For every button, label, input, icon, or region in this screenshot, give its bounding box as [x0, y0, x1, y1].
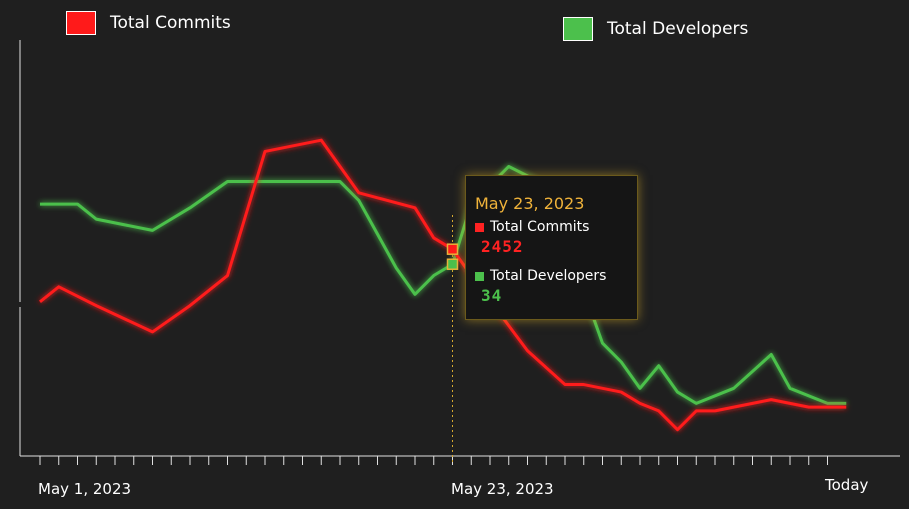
hover-markers — [446, 243, 459, 270]
legend-label-commits: Total Commits — [110, 13, 231, 33]
series-line-total-developers — [40, 164, 847, 405]
legend-swatch-commits — [66, 11, 96, 35]
series-line-total-commits — [39, 138, 847, 432]
legend-item-total-developers[interactable]: Total Developers — [563, 17, 748, 41]
legend-label-developers: Total Developers — [607, 19, 749, 39]
hover-marker-total-commits — [446, 243, 459, 255]
legend-swatch-developers — [563, 17, 593, 41]
tooltip-row-developers: Total Developers — [475, 268, 637, 284]
legend-item-total-commits[interactable]: Total Commits — [66, 11, 231, 35]
tooltip-label-commits: Total Commits — [490, 219, 590, 235]
x-tick-label: May 23, 2023 — [451, 480, 554, 498]
x-axis-ticks — [39, 456, 828, 465]
tooltip-value-developers: 34 — [481, 286, 503, 305]
series-layer — [39, 138, 847, 432]
hover-tooltip: May 23, 2023 Total Commits 2452 Total De… — [465, 175, 638, 320]
tooltip-swatch-developers — [475, 271, 484, 281]
hover-marker-total-developers — [446, 258, 459, 270]
tooltip-swatch-commits — [475, 222, 484, 232]
tooltip-value-commits: 2452 — [481, 237, 524, 256]
tooltip-row-commits: Total Commits — [475, 219, 637, 235]
x-tick-label: May 1, 2023 — [38, 480, 132, 498]
x-tick-label: Today — [825, 476, 869, 494]
tooltip-label-developers: Total Developers — [490, 268, 607, 284]
tooltip-date: May 23, 2023 — [475, 194, 585, 213]
